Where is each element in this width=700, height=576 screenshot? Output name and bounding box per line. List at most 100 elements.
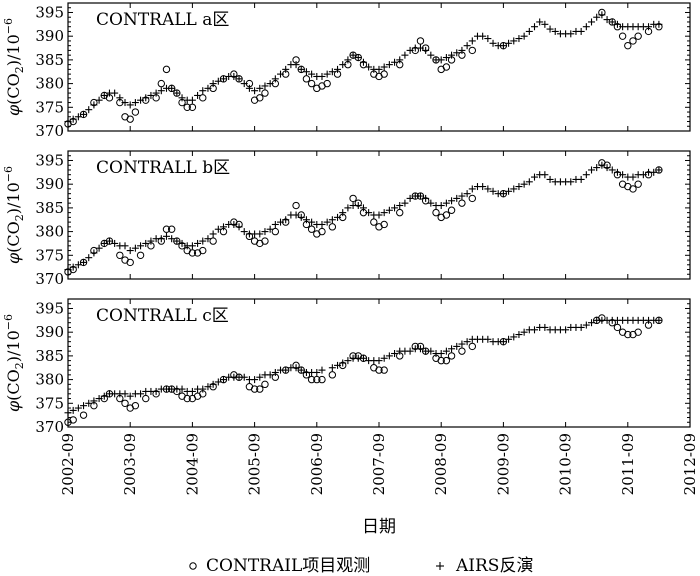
airs-point [328, 216, 336, 224]
airs-point [282, 65, 290, 73]
airs-point [74, 113, 82, 121]
airs-point [577, 323, 585, 331]
airs-point [525, 27, 533, 35]
airs-point [111, 89, 119, 97]
airs-point [240, 228, 248, 236]
y-axis-label: φ(CO2)/10−6 [2, 18, 26, 116]
y-tick-label: 395 [35, 299, 64, 317]
contrail-point [634, 328, 642, 336]
airs-point [261, 82, 269, 90]
panel-title: CONTRALL b区 [96, 158, 230, 178]
airs-point [100, 392, 108, 400]
airs-point [468, 37, 476, 45]
contrail-point [458, 347, 466, 355]
airs-point [515, 331, 523, 339]
contrail-point [271, 227, 280, 236]
airs-point [365, 209, 373, 217]
airs-point [194, 91, 202, 99]
airs-point [85, 254, 93, 262]
contrail-point [328, 223, 337, 231]
airs-point [126, 247, 134, 255]
contrail-point [442, 211, 451, 219]
contrail-point [447, 206, 456, 214]
y-tick-label: 370 [35, 418, 64, 436]
contrail-point [167, 225, 176, 233]
airs-point [318, 366, 326, 374]
airs-point [256, 230, 264, 238]
airs-point [593, 13, 601, 21]
y-tick-label: 395 [35, 3, 64, 21]
airs-point [416, 345, 424, 353]
y-axis-label-superscript: −6 [2, 18, 15, 34]
airs-point [505, 335, 513, 343]
contrail-point [188, 103, 197, 111]
airs-point [168, 235, 176, 243]
airs-point [256, 373, 264, 381]
legend-label-airs: AIRS反演 [455, 556, 533, 576]
airs-point [598, 11, 606, 19]
airs-point [463, 338, 471, 346]
contrail-point [142, 394, 150, 403]
x-tick-label: 2005-09 [246, 433, 264, 495]
contrail-point [624, 41, 632, 50]
airs-point [484, 335, 492, 343]
contrail-point [447, 352, 456, 360]
airs-point [100, 239, 108, 247]
airs-point [137, 96, 145, 104]
airs-point [437, 350, 445, 358]
airs-point [194, 239, 202, 247]
airs-point [437, 202, 445, 210]
contrail-point [157, 79, 166, 88]
airs-point [121, 390, 129, 398]
contrail-point [199, 246, 207, 255]
airs-point [90, 101, 98, 109]
x-tick-label: 2010-09 [557, 433, 575, 495]
airs-point [655, 166, 663, 174]
y-axis-label-text: (CO [4, 221, 23, 253]
airs-point [339, 61, 347, 69]
airs-point [344, 204, 352, 212]
airs-point [323, 70, 331, 78]
airs-point [157, 235, 165, 243]
airs-point [209, 230, 217, 238]
contrail-point [328, 371, 337, 379]
airs-point [536, 18, 544, 26]
airs-point [582, 321, 590, 329]
airs-point [162, 232, 170, 240]
airs-point [588, 18, 596, 26]
airs-point [608, 18, 616, 26]
airs-point [593, 164, 601, 172]
contrail-point [613, 323, 622, 332]
contrail-point [116, 251, 124, 259]
airs-point [385, 61, 393, 69]
airs-point [188, 387, 196, 395]
contrail-point [183, 394, 191, 403]
airs-point [510, 185, 518, 193]
y-tick-label: 370 [35, 122, 64, 140]
panel-title: CONTRALL a区 [96, 10, 229, 30]
contrail-point [131, 401, 140, 410]
x-tick-label: 2002-09 [59, 433, 77, 495]
y-tick-label: 380 [35, 75, 64, 93]
airs-point [588, 166, 596, 174]
contrail-point [349, 194, 357, 203]
airs-point [137, 242, 145, 250]
airs-point [74, 404, 82, 412]
airs-point [422, 194, 430, 202]
airs-point [121, 242, 129, 250]
airs-point [328, 364, 336, 372]
airs-point [359, 354, 367, 362]
airs-point [531, 326, 538, 334]
airs-point [69, 406, 77, 414]
airs-point [380, 209, 388, 217]
airs-point [505, 39, 513, 47]
airs-point [603, 164, 611, 172]
airs-point [297, 65, 305, 73]
y-tick-label: 390 [35, 323, 64, 341]
contrail-point [416, 37, 425, 45]
contrail-point [442, 356, 451, 365]
airs-point [318, 72, 326, 80]
contrail-point [375, 366, 383, 374]
contrail-point [618, 32, 627, 40]
airs-point [484, 185, 492, 193]
